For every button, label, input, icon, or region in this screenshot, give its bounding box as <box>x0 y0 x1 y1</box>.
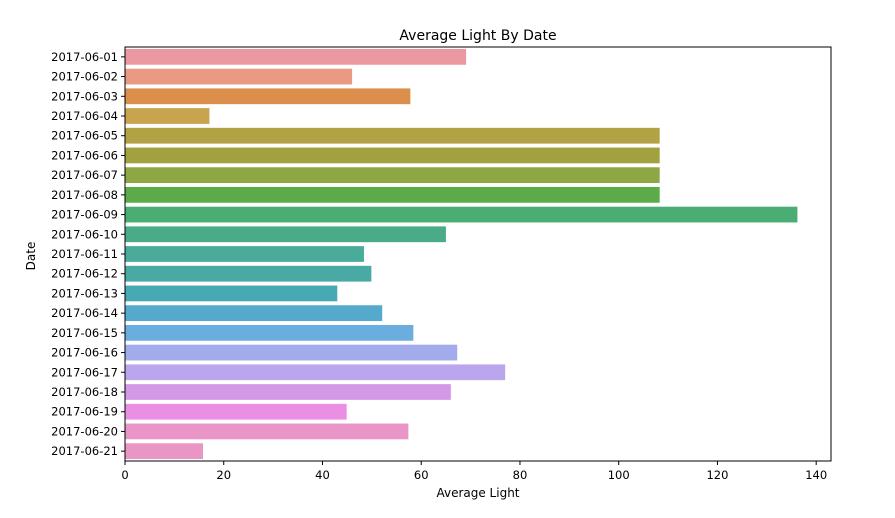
x-axis-label: Average Light <box>436 486 519 500</box>
bar-2017-06-11 <box>125 246 364 262</box>
y-tick-label: 2017-06-20 <box>51 424 118 438</box>
y-tick-label: 2017-06-01 <box>51 50 118 64</box>
x-tick-label: 60 <box>414 468 429 482</box>
y-tick-label: 2017-06-18 <box>51 385 118 399</box>
x-tick-label: 80 <box>513 468 528 482</box>
y-tick-label: 2017-06-07 <box>51 168 118 182</box>
bars-group <box>125 48 798 460</box>
y-tick-label: 2017-06-09 <box>51 208 118 222</box>
y-tick-label: 2017-06-17 <box>51 365 118 379</box>
y-tick-label: 2017-06-06 <box>51 148 118 162</box>
bar-2017-06-16 <box>125 344 458 361</box>
bar-2017-06-09 <box>125 206 798 223</box>
bar-2017-06-19 <box>125 403 347 420</box>
bar-2017-06-04 <box>125 108 210 124</box>
x-tick-label: 120 <box>706 468 728 482</box>
bar-2017-06-17 <box>125 364 506 381</box>
x-axis-ticks: 0 20 40 60 80 100 120 140 <box>121 461 827 482</box>
y-tick-label: 2017-06-02 <box>51 70 118 84</box>
y-tick-label: 2017-06-16 <box>51 346 118 360</box>
y-tick-label: 2017-06-21 <box>51 444 118 458</box>
chart-title: Average Light By Date <box>399 28 556 44</box>
y-tick-label: 2017-06-14 <box>51 306 118 320</box>
x-tick-label: 0 <box>121 468 128 482</box>
bar-2017-06-01 <box>125 48 467 65</box>
bar-2017-06-12 <box>125 265 372 282</box>
bar-2017-06-18 <box>125 384 451 400</box>
y-axis-label: Date <box>24 242 38 271</box>
bar-2017-06-06 <box>125 147 660 164</box>
x-tick-label: 140 <box>805 468 827 482</box>
y-tick-label: 2017-06-12 <box>51 267 118 281</box>
y-tick-label: 2017-06-03 <box>51 89 118 103</box>
bar-2017-06-05 <box>125 127 660 144</box>
bar-2017-06-07 <box>125 167 660 184</box>
y-axis-ticks: 2017-06-01 2017-06-02 2017-06-03 2017-06-04… <box>51 50 125 458</box>
bar-2017-06-02 <box>125 68 353 85</box>
y-tick-label: 2017-06-05 <box>51 129 118 143</box>
bar-2017-06-15 <box>125 324 414 341</box>
bar-2017-06-10 <box>125 226 446 243</box>
x-tick-label: 20 <box>216 468 231 482</box>
bar-2017-06-21 <box>125 443 204 460</box>
bar-2017-06-14 <box>125 305 383 322</box>
y-tick-label: 2017-06-15 <box>51 326 118 340</box>
bar-2017-06-13 <box>125 285 338 302</box>
y-tick-label: 2017-06-13 <box>51 286 118 300</box>
bar-2017-06-03 <box>125 88 411 105</box>
bar-2017-06-08 <box>125 186 660 203</box>
y-tick-label: 2017-06-19 <box>51 405 118 419</box>
x-tick-label: 100 <box>608 468 630 482</box>
y-tick-label: 2017-06-10 <box>51 227 118 241</box>
y-tick-label: 2017-06-11 <box>51 247 118 261</box>
x-tick-label: 40 <box>315 468 330 482</box>
y-tick-label: 2017-06-04 <box>51 109 118 123</box>
bar-2017-06-20 <box>125 423 409 440</box>
plot-area-frame <box>124 46 832 462</box>
y-tick-label: 2017-06-08 <box>51 188 118 202</box>
